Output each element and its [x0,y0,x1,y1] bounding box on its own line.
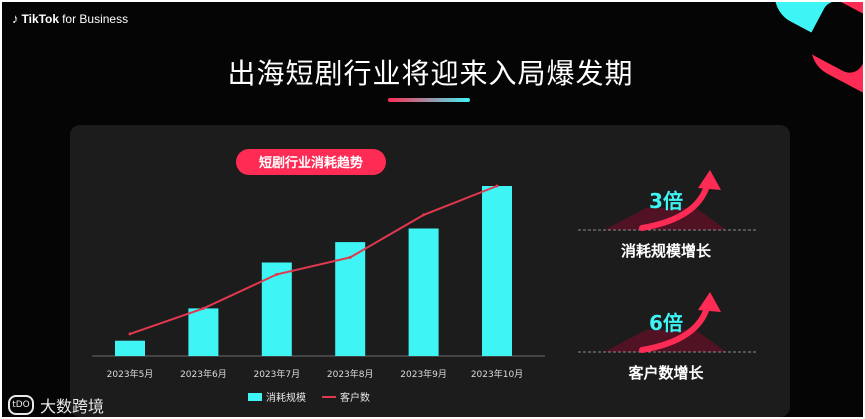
watermark-text: 大数跨境 [40,397,105,416]
x-tick-label: 2023年8月 [327,368,374,380]
x-tick-label: 2023年9月 [400,368,447,380]
legend-label-line: 客户数 [340,391,370,404]
x-tick-label: 2023年7月 [253,368,300,380]
legend-swatch-bar [248,393,262,401]
up-arrow-icon [639,179,711,231]
line-point-4 [348,255,352,259]
up-arrow-icon [639,301,711,353]
line-point-6 [495,184,499,188]
tiktok-business-logo: ♪ TikTok for Business [12,11,128,26]
page-title: 出海短剧行业将迎来入局爆发期 [227,57,634,90]
bar-3 [261,262,292,356]
brand-name-rest: for Business [62,11,129,26]
x-tick-label: 2023年6月 [180,368,227,380]
line-series-customers [129,185,498,335]
bar-4 [335,242,366,356]
line-point-2 [201,306,205,310]
legend-label-bar: 消耗规模 [266,391,306,404]
highlight-label-2: 客户数增长 [627,364,704,382]
highlight-glow-2 [604,330,726,352]
bar-2 [188,308,219,356]
up-arrow-head-2 [698,292,721,312]
highlight-value-2: 6倍 [649,311,683,335]
tiktok-note-icon: ♪ [12,11,19,26]
watermark: tDO 大数跨境 [8,393,104,417]
highlight-glow-1 [604,208,726,230]
highlight-label-1: 消耗规模增长 [621,242,712,260]
highlight-value-1: 3倍 [649,189,683,213]
chart-title-pill [236,149,386,175]
line-point-1 [128,332,132,336]
watermark-logo: tDO [8,395,34,415]
line-point-3 [275,272,279,276]
bar-6 [482,186,512,356]
x-tick-label: 2023年5月 [107,368,154,380]
bar-1 [115,340,145,356]
chart-title: 短剧行业消耗趋势 [259,155,363,171]
line-point-5 [422,213,426,217]
up-arrow-head-1 [698,170,721,190]
title-underline [388,98,470,102]
x-tick-label: 2023年10月 [471,368,523,380]
bar-5 [408,228,439,356]
brand-name-bold: TikTok [21,11,60,26]
